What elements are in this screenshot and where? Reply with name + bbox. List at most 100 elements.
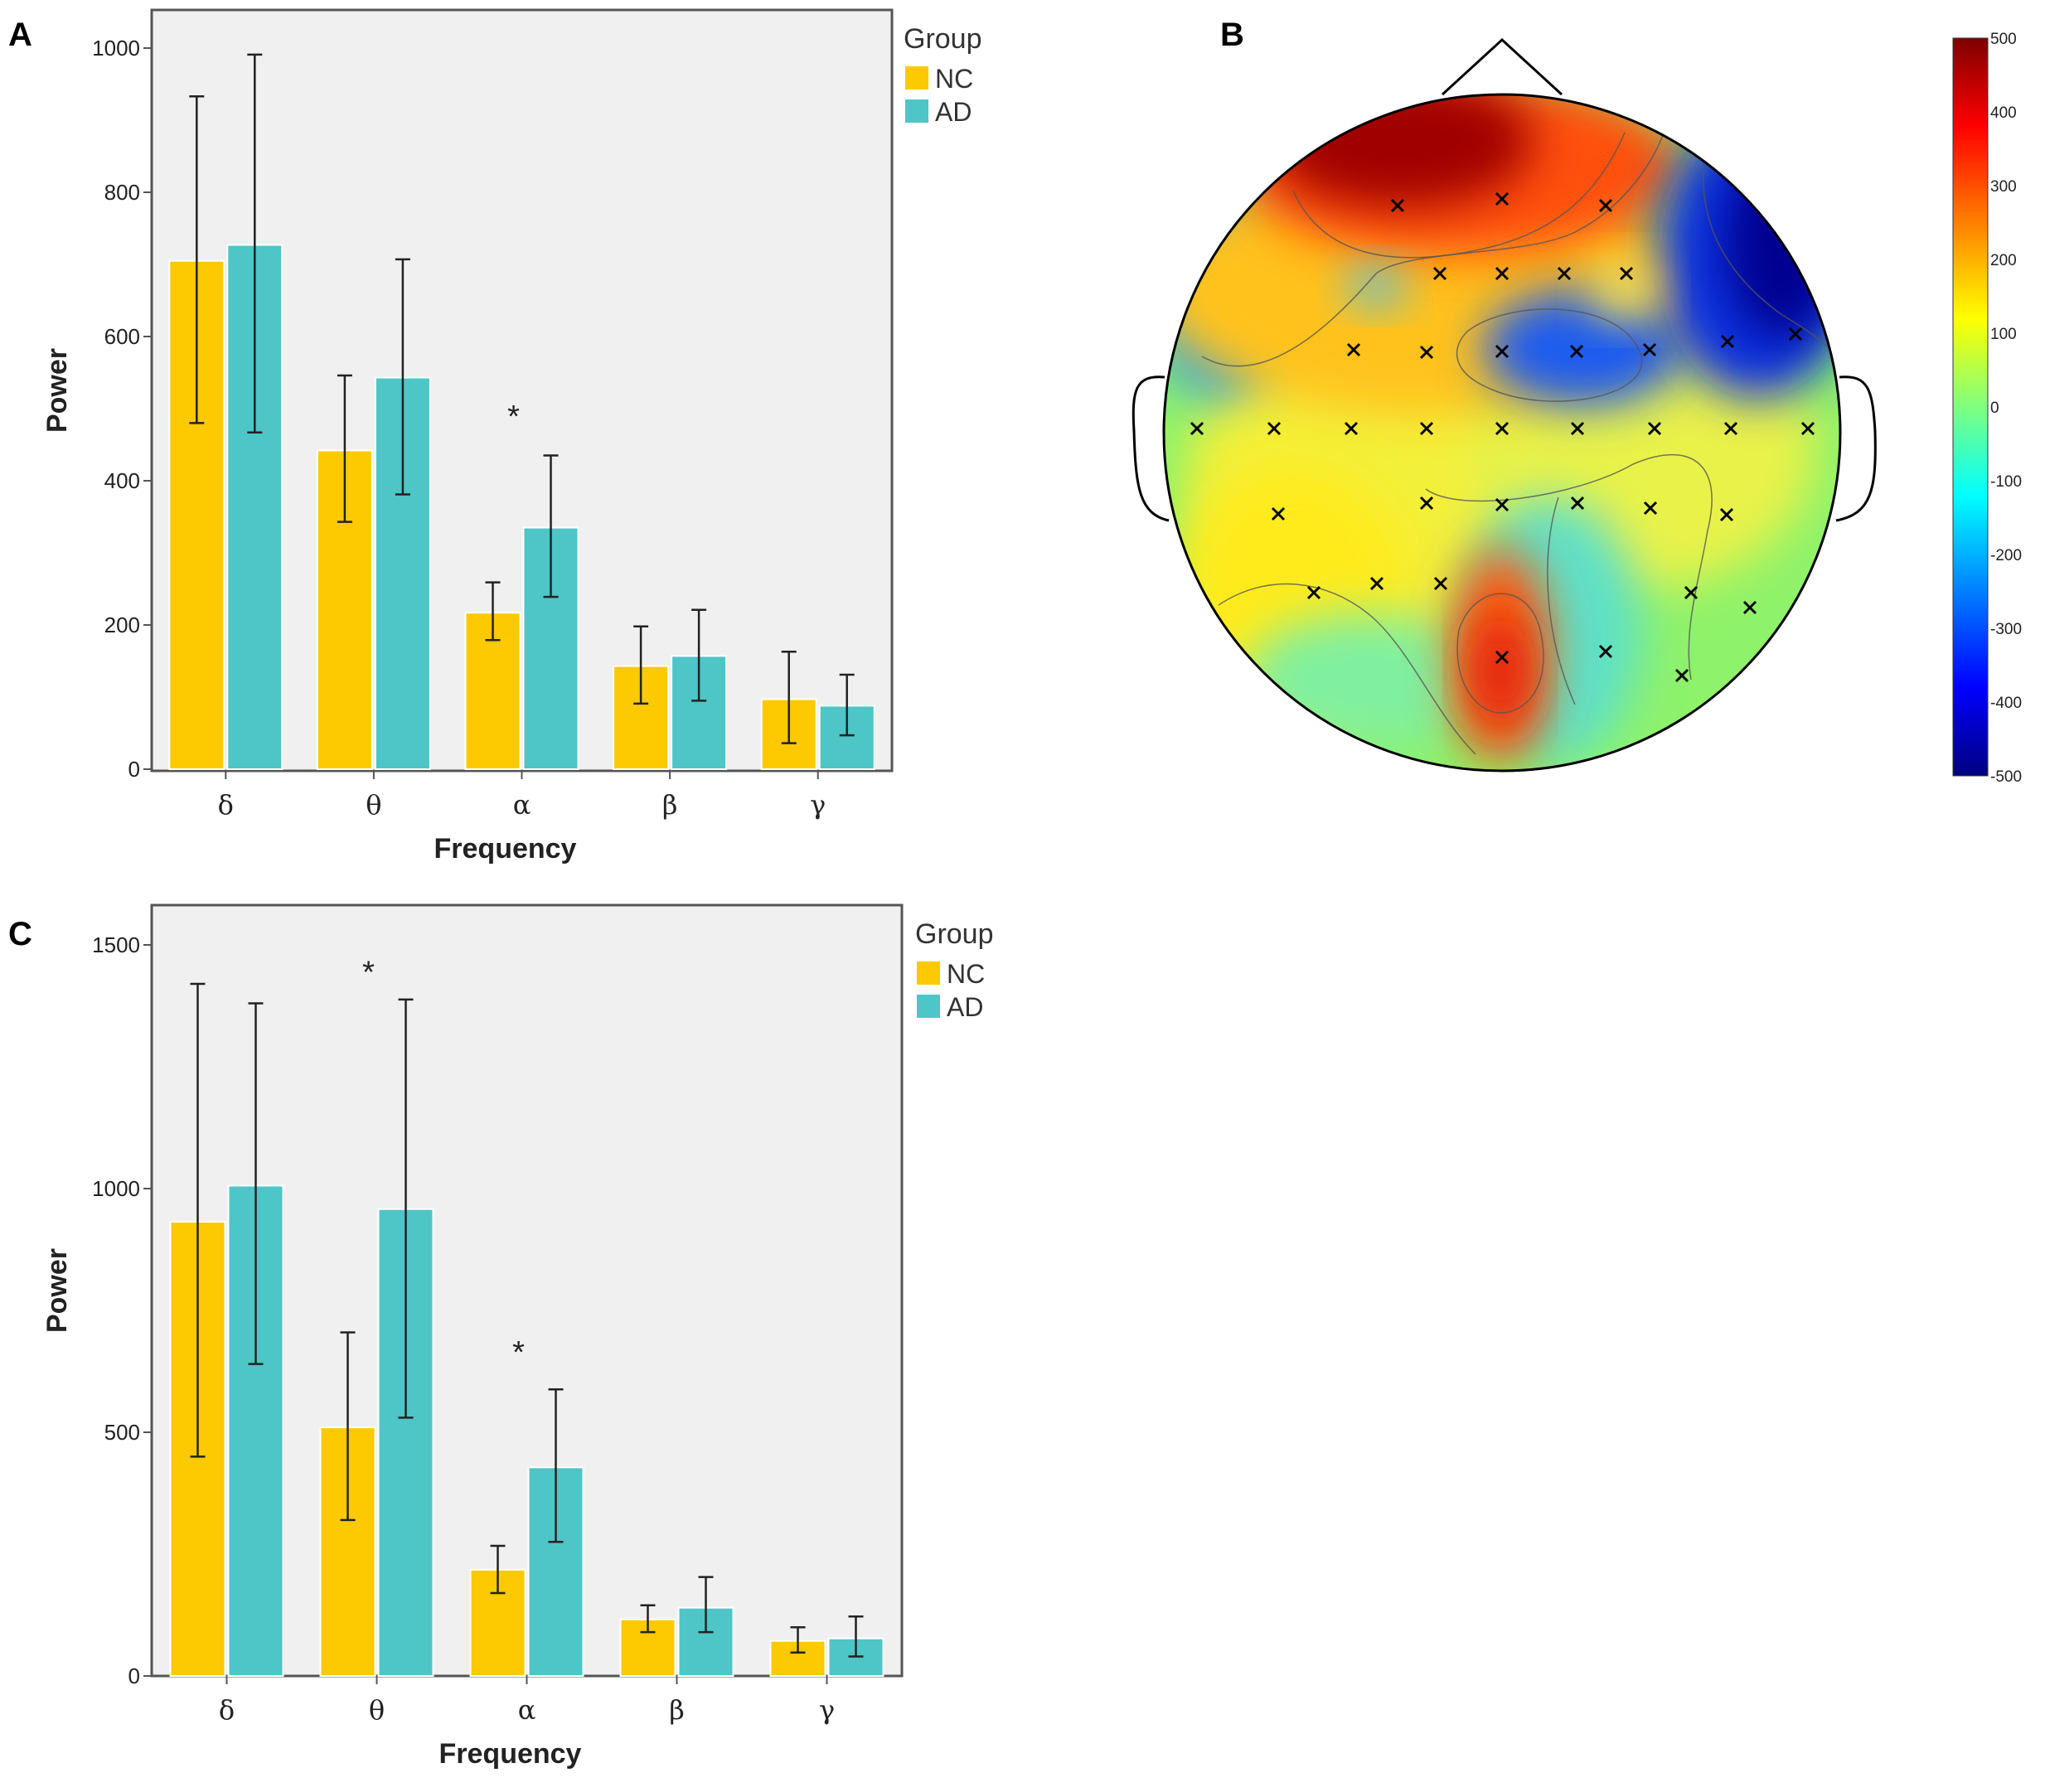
electrode-marker — [1788, 327, 1803, 341]
legend-swatch-nc — [905, 66, 928, 90]
legend-swatch-nc — [917, 961, 940, 985]
y-tick-label: 600 — [104, 324, 140, 349]
y-tick-label: 400 — [104, 468, 140, 493]
legend-label-nc: NC — [947, 959, 985, 989]
chart-c: 0 500 1000 1500 δ θ α β γ * * Frequency Power Group NC… — [41, 903, 994, 1770]
electrode-marker — [1433, 576, 1448, 591]
bar-ad — [226, 244, 283, 770]
y-tick-label: 1500 — [92, 932, 140, 957]
x-tick-label: γ — [819, 1694, 835, 1726]
topo-blob — [1347, 265, 1405, 307]
electrode-marker — [1495, 497, 1510, 512]
electrode-marker — [1495, 266, 1510, 281]
colorbar-tick-label: 200 — [1990, 252, 2017, 269]
electrode-marker — [1674, 668, 1689, 683]
electrode-marker — [1267, 421, 1282, 436]
colorbar-tick-label: -400 — [1990, 695, 2022, 712]
x-tick-label: δ — [219, 1694, 235, 1726]
electrode-marker — [1800, 421, 1815, 436]
x-tick-label: γ — [810, 789, 826, 821]
colorbar: 500 400 300 200 100 0 -100 -200 -300 -400 -500 — [1952, 31, 2022, 786]
y-tick-label: 500 — [104, 1420, 140, 1445]
left-ear — [1132, 375, 1170, 522]
colorbar-tick-label: 0 — [1990, 400, 1999, 417]
x-tick-label: α — [518, 1694, 536, 1726]
contour-line — [1456, 593, 1544, 714]
panel-letter-c: C — [8, 916, 32, 952]
electrode-marker — [1570, 421, 1585, 436]
electrode-marker — [1598, 198, 1613, 213]
topo-blob — [1724, 141, 1840, 340]
electrode-marker — [1742, 600, 1757, 615]
electrode-marker — [1419, 421, 1434, 436]
electrode-marker — [1684, 585, 1699, 600]
electrode-marker — [1271, 506, 1286, 521]
electrode-marker — [1643, 501, 1658, 516]
topographic-map — [1132, 37, 1877, 772]
electrode-marker — [1598, 644, 1613, 659]
electrode-marker — [1346, 342, 1361, 357]
x-tick-label: δ — [218, 789, 234, 821]
electrode-marker — [1390, 198, 1405, 213]
electrode-marker — [1495, 191, 1510, 206]
nose-outline — [1441, 37, 1563, 96]
electrode-marker — [1619, 266, 1634, 281]
legend-label-ad: AD — [947, 992, 983, 1022]
electrode-marker — [1642, 342, 1657, 357]
y-tick-label: 0 — [128, 757, 140, 782]
colorbar-tick-label: 400 — [1990, 104, 2017, 122]
significance-star: * — [362, 956, 375, 990]
topo-blob — [1484, 290, 1683, 406]
x-tick-label: α — [513, 789, 531, 821]
y-tick-label: 0 — [128, 1664, 140, 1688]
significance-star: * — [507, 400, 520, 434]
electrode-marker — [1369, 576, 1384, 591]
colorbar-tick-label: 100 — [1990, 326, 2017, 343]
legend-swatch-ad — [917, 995, 940, 1018]
electrode-marker — [1344, 421, 1359, 436]
electrode-marker — [1190, 421, 1204, 436]
contour-line — [1456, 308, 1643, 402]
electrode-marker — [1720, 334, 1735, 349]
y-tick-label: 1000 — [92, 1176, 140, 1201]
colorbar-tick-label: 300 — [1990, 178, 2017, 196]
electrode-marker — [1432, 266, 1447, 281]
y-axis-title: Power — [41, 1248, 73, 1333]
chart-a: 0 200 400 600 800 1000 δ θ α β γ * Frequency Power Gro… — [41, 8, 982, 865]
panel-letter-b: B — [1220, 17, 1244, 53]
colorbar-tick-label: -500 — [1990, 768, 2022, 786]
electrode-marker — [1495, 344, 1510, 359]
x-tick-label: θ — [366, 789, 381, 821]
topo-blob — [1471, 613, 1529, 729]
legend-title: Group — [904, 23, 982, 55]
electrode-marker — [1495, 650, 1510, 665]
head-outline — [1162, 93, 1842, 772]
colorbar-tick-label: -200 — [1990, 547, 2022, 564]
contour-line — [1218, 583, 1476, 755]
contour-line — [1201, 124, 1667, 367]
colorbar-tick-label: -100 — [1990, 473, 2022, 491]
electrode-marker — [1723, 421, 1738, 436]
x-tick-label: β — [669, 1694, 685, 1726]
electrode-marker — [1557, 266, 1572, 281]
x-axis-title: Frequency — [434, 833, 577, 865]
y-tick-label: 200 — [104, 613, 140, 637]
contour-line — [1292, 132, 1626, 259]
topo-blob — [1592, 261, 1658, 319]
significance-star: * — [512, 1335, 525, 1370]
contour-line — [1547, 496, 1576, 705]
x-tick-label: β — [662, 789, 678, 821]
colorbar-bar — [1952, 37, 1989, 777]
legend-label-ad: AD — [935, 97, 972, 127]
y-axis-title: Power — [41, 348, 73, 433]
legend-label-nc: NC — [935, 64, 973, 94]
panel-letter-a: A — [8, 17, 32, 53]
legend-title: Group — [915, 918, 994, 950]
electrode-marker — [1306, 585, 1321, 600]
electrode-marker — [1419, 496, 1434, 511]
electrode-marker — [1495, 421, 1510, 436]
y-tick-label: 1000 — [92, 36, 140, 61]
colorbar-tick-label: 500 — [1990, 31, 2017, 48]
colorbar-tick-label: -300 — [1990, 621, 2022, 638]
